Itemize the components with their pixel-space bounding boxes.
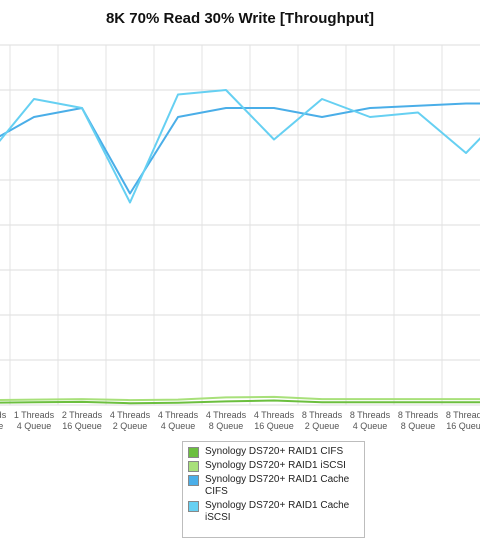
x-tick-label: 8 Threads 2 Queue bbox=[302, 410, 343, 431]
x-tick-label: 4 Threads 2 Queue bbox=[110, 410, 151, 431]
x-tick-label: 8 Threads 8 Queue bbox=[398, 410, 439, 431]
legend-item-4[interactable]: Synology DS720+ RAID1 Cache iSCSI bbox=[188, 500, 359, 524]
legend-label: Synology DS720+ RAID1 iSCSI bbox=[205, 460, 346, 471]
legend-label: Synology DS720+ RAID1 Cache iSCSI bbox=[205, 500, 350, 523]
legend-swatch bbox=[188, 447, 199, 458]
x-tick-label: 8 Threads 4 Queue bbox=[350, 410, 391, 431]
legend-label: Synology DS720+ RAID1 CIFS bbox=[205, 446, 344, 457]
legend-swatch bbox=[188, 475, 199, 486]
series-line-2 bbox=[0, 395, 480, 402]
x-tick-label: 4 Threads 8 Queue bbox=[206, 410, 247, 431]
series-lines bbox=[0, 89, 480, 405]
legend-swatch bbox=[188, 501, 199, 512]
legend-item-3[interactable]: Synology DS720+ RAID1 Cache CIFS bbox=[188, 474, 359, 498]
series-line-1 bbox=[0, 399, 480, 405]
legend: Synology DS720+ RAID1 CIFS Synology DS720… bbox=[182, 441, 365, 538]
chart-title: 8K 70% Read 30% Write [Throughput] bbox=[105, 10, 375, 27]
gridlines bbox=[0, 44, 480, 406]
legend-item-1[interactable]: Synology DS720+ RAID1 CIFS bbox=[188, 446, 359, 458]
x-tick-label: 1 Threads 4 Queue bbox=[14, 410, 55, 431]
legend-item-2[interactable]: Synology DS720+ RAID1 iSCSI bbox=[188, 460, 359, 472]
x-tick-label: 4 Threads 4 Queue bbox=[158, 410, 199, 431]
legend-label: Synology DS720+ RAID1 Cache CIFS bbox=[205, 474, 350, 497]
legend-swatch bbox=[188, 461, 199, 472]
series-line-4 bbox=[0, 89, 480, 204]
x-tick-label: 2 Threads 16 Queue bbox=[62, 410, 103, 431]
series-line-3 bbox=[0, 102, 480, 195]
x-tick-label: 4 Threads 16 Queue bbox=[254, 410, 295, 431]
